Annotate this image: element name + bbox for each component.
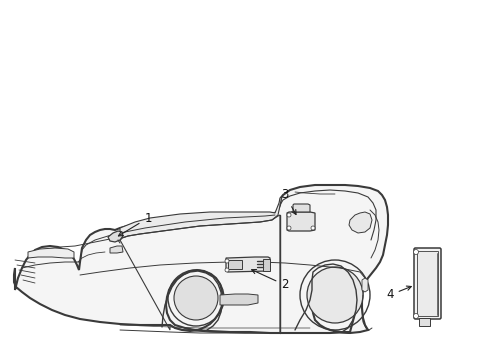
- Polygon shape: [108, 231, 123, 242]
- Polygon shape: [287, 212, 315, 231]
- Circle shape: [174, 276, 218, 320]
- Circle shape: [307, 267, 363, 323]
- Circle shape: [287, 226, 291, 230]
- Polygon shape: [417, 251, 438, 316]
- Polygon shape: [14, 185, 388, 333]
- Polygon shape: [293, 204, 310, 212]
- Text: 3: 3: [281, 189, 296, 215]
- Circle shape: [311, 226, 315, 230]
- Circle shape: [225, 268, 229, 272]
- Polygon shape: [226, 257, 270, 272]
- Text: 4: 4: [386, 286, 411, 302]
- Polygon shape: [110, 246, 123, 253]
- Circle shape: [414, 314, 418, 319]
- Polygon shape: [120, 196, 282, 240]
- Polygon shape: [228, 260, 242, 269]
- Polygon shape: [414, 248, 441, 319]
- Polygon shape: [419, 318, 430, 326]
- Polygon shape: [28, 248, 74, 258]
- Text: 2: 2: [252, 270, 289, 292]
- Polygon shape: [349, 212, 372, 233]
- Polygon shape: [362, 278, 368, 292]
- Text: 1: 1: [119, 211, 152, 236]
- Circle shape: [414, 249, 418, 255]
- Polygon shape: [263, 259, 270, 271]
- Polygon shape: [220, 294, 258, 305]
- Circle shape: [287, 213, 291, 217]
- Circle shape: [225, 259, 229, 263]
